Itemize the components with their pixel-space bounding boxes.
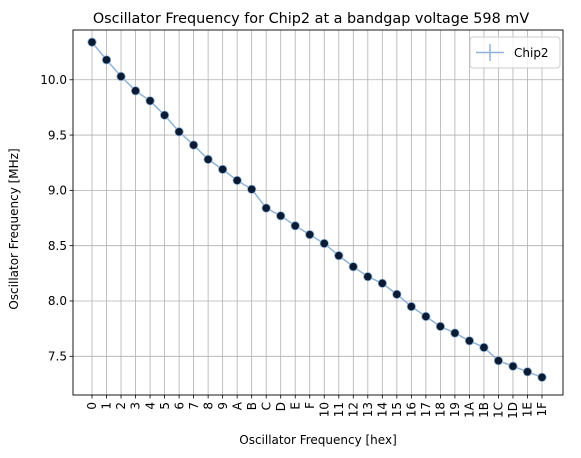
x-tick-label: 2 xyxy=(114,402,128,410)
x-tick-label: 1C xyxy=(492,402,506,418)
data-point xyxy=(247,184,257,194)
x-tick-label: 8 xyxy=(201,402,215,410)
x-tick-label: E xyxy=(288,402,302,410)
data-point xyxy=(232,175,242,186)
x-tick-label: 1E xyxy=(521,402,535,417)
x-tick-label: 15 xyxy=(390,402,404,417)
y-tick-label: 9.5 xyxy=(48,128,67,142)
data-point xyxy=(189,140,199,150)
legend: Chip2 xyxy=(469,36,561,69)
x-tick-label: 18 xyxy=(434,402,448,417)
data-point xyxy=(305,230,315,240)
data-point xyxy=(406,301,416,312)
x-tick-label: 10 xyxy=(317,402,331,417)
y-gridlines xyxy=(73,79,563,357)
data-point xyxy=(508,361,518,371)
x-tick-label: C xyxy=(259,402,273,410)
x-tick-label: 11 xyxy=(332,402,346,417)
x-axis-ticks: 0 1 2 3 4 5 6 7 8 9 A B C D E F 10 11 12 13 14 15 16 17 18 19 1A 1B… xyxy=(85,395,549,419)
x-tick-label: 9 xyxy=(216,402,230,410)
data-point xyxy=(522,367,533,377)
x-tick-label: 1D xyxy=(506,402,520,419)
data-point xyxy=(334,251,344,261)
x-tick-label: 19 xyxy=(448,402,462,417)
x-tick-label: 1A xyxy=(463,401,477,418)
x-tick-label: 1F xyxy=(535,402,549,417)
data-point xyxy=(159,110,170,120)
legend-box xyxy=(469,36,561,69)
y-tick-label: 9.0 xyxy=(48,184,67,198)
data-point xyxy=(377,278,387,288)
legend-label-chip2: Chip2 xyxy=(514,46,549,60)
x-tick-label: 17 xyxy=(419,402,433,417)
x-tick-label: 16 xyxy=(405,402,419,417)
data-point xyxy=(290,221,300,231)
data-point xyxy=(450,328,460,338)
x-tick-label: 6 xyxy=(172,402,186,410)
x-tick-label: 12 xyxy=(346,402,360,417)
data-point xyxy=(464,336,475,346)
data-point xyxy=(174,127,184,137)
x-tick-label: A xyxy=(230,401,244,410)
data-point xyxy=(218,164,228,174)
data-point xyxy=(493,356,504,366)
series-line-chip2 xyxy=(91,41,543,379)
data-point xyxy=(261,203,271,213)
data-point xyxy=(435,321,445,332)
x-tick-label: 0 xyxy=(85,402,99,410)
data-point xyxy=(421,311,431,322)
data-point xyxy=(276,211,286,221)
x-tick-label: 7 xyxy=(187,402,201,410)
y-tick-label: 7.5 xyxy=(48,349,67,363)
data-point xyxy=(145,96,155,106)
data-point xyxy=(101,55,112,65)
data-point xyxy=(87,37,97,47)
data-point xyxy=(537,372,547,382)
chart-title: Oscillator Frequency for Chip2 at a band… xyxy=(93,11,529,27)
x-tick-label: B xyxy=(245,402,259,410)
data-point xyxy=(130,86,141,96)
data-point xyxy=(348,262,358,272)
y-tick-label: 10.0 xyxy=(40,73,67,87)
x-tick-label: 1B xyxy=(477,402,491,418)
x-tick-label: 4 xyxy=(143,402,157,410)
data-point xyxy=(363,272,373,282)
x-tick-label: D xyxy=(274,402,288,411)
plot-area-frame xyxy=(72,29,564,396)
x-tick-label: 1 xyxy=(100,402,114,410)
data-point xyxy=(392,289,402,299)
x-gridlines xyxy=(91,30,543,395)
data-point xyxy=(203,154,213,165)
x-tick-label: 5 xyxy=(158,402,172,410)
x-tick-label: 13 xyxy=(361,402,375,417)
x-axis-label: Oscillator Frequency [hex] xyxy=(239,433,397,447)
x-tick-label: F xyxy=(303,402,317,409)
data-point xyxy=(116,71,126,82)
x-tick-label: 14 xyxy=(376,402,390,417)
data-point xyxy=(479,342,489,353)
y-tick-label: 8.5 xyxy=(48,239,67,253)
series-layer xyxy=(87,37,547,382)
x-tick-label: 3 xyxy=(129,402,143,410)
y-axis-label: Oscillator Frequency [MHz] xyxy=(7,148,21,309)
y-axis-ticks: 7.5 8.0 8.5 9.0 9.5 10.0 xyxy=(40,73,73,363)
y-tick-label: 8.0 xyxy=(48,294,67,308)
data-point xyxy=(319,238,329,249)
